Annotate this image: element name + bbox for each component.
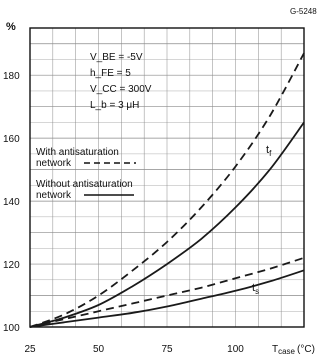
legend-label-with-line1: With antisaturation	[36, 147, 119, 158]
legend-label-with-line2: network	[36, 158, 72, 169]
y-axis-label: %	[6, 21, 16, 33]
curve-label-tf-sub: f	[269, 149, 272, 158]
tick-labels: 25 50 75 100 100 120 140 160 180	[3, 71, 244, 355]
parameter-block: V_BE = -5V h_FE = 5 V_CC = 300V L_b = 3 …	[90, 52, 152, 111]
x-axis-label-unit: (°C)	[297, 344, 315, 355]
legend: With antisaturation network Without anti…	[36, 147, 136, 201]
legend-label-without-line1: Without antisaturation	[36, 179, 133, 190]
x-tick-label: 100	[227, 344, 244, 355]
figure-code: G-5248	[290, 7, 317, 16]
param-lb: L_b = 3 μH	[90, 100, 139, 111]
param-vcc: V_CC = 300V	[90, 84, 152, 95]
x-tick-label: 25	[24, 344, 36, 355]
param-hfe: h_FE = 5	[90, 68, 131, 79]
x-axis-label-sub: case	[278, 347, 295, 356]
y-tick-label: 140	[3, 197, 20, 208]
curve-label-ts-sub: s	[255, 287, 259, 296]
curve-label-tf: tf	[266, 144, 272, 158]
x-tick-label: 75	[161, 344, 173, 355]
y-tick-label: 180	[3, 71, 20, 82]
x-tick-label: 50	[93, 344, 105, 355]
y-tick-label: 120	[3, 260, 20, 271]
y-tick-label: 100	[3, 323, 20, 334]
x-axis-label: Tcase(°C)	[272, 344, 315, 356]
y-tick-label: 160	[3, 134, 20, 145]
legend-label-without-line2: network	[36, 190, 72, 201]
param-vbe: V_BE = -5V	[90, 52, 143, 63]
